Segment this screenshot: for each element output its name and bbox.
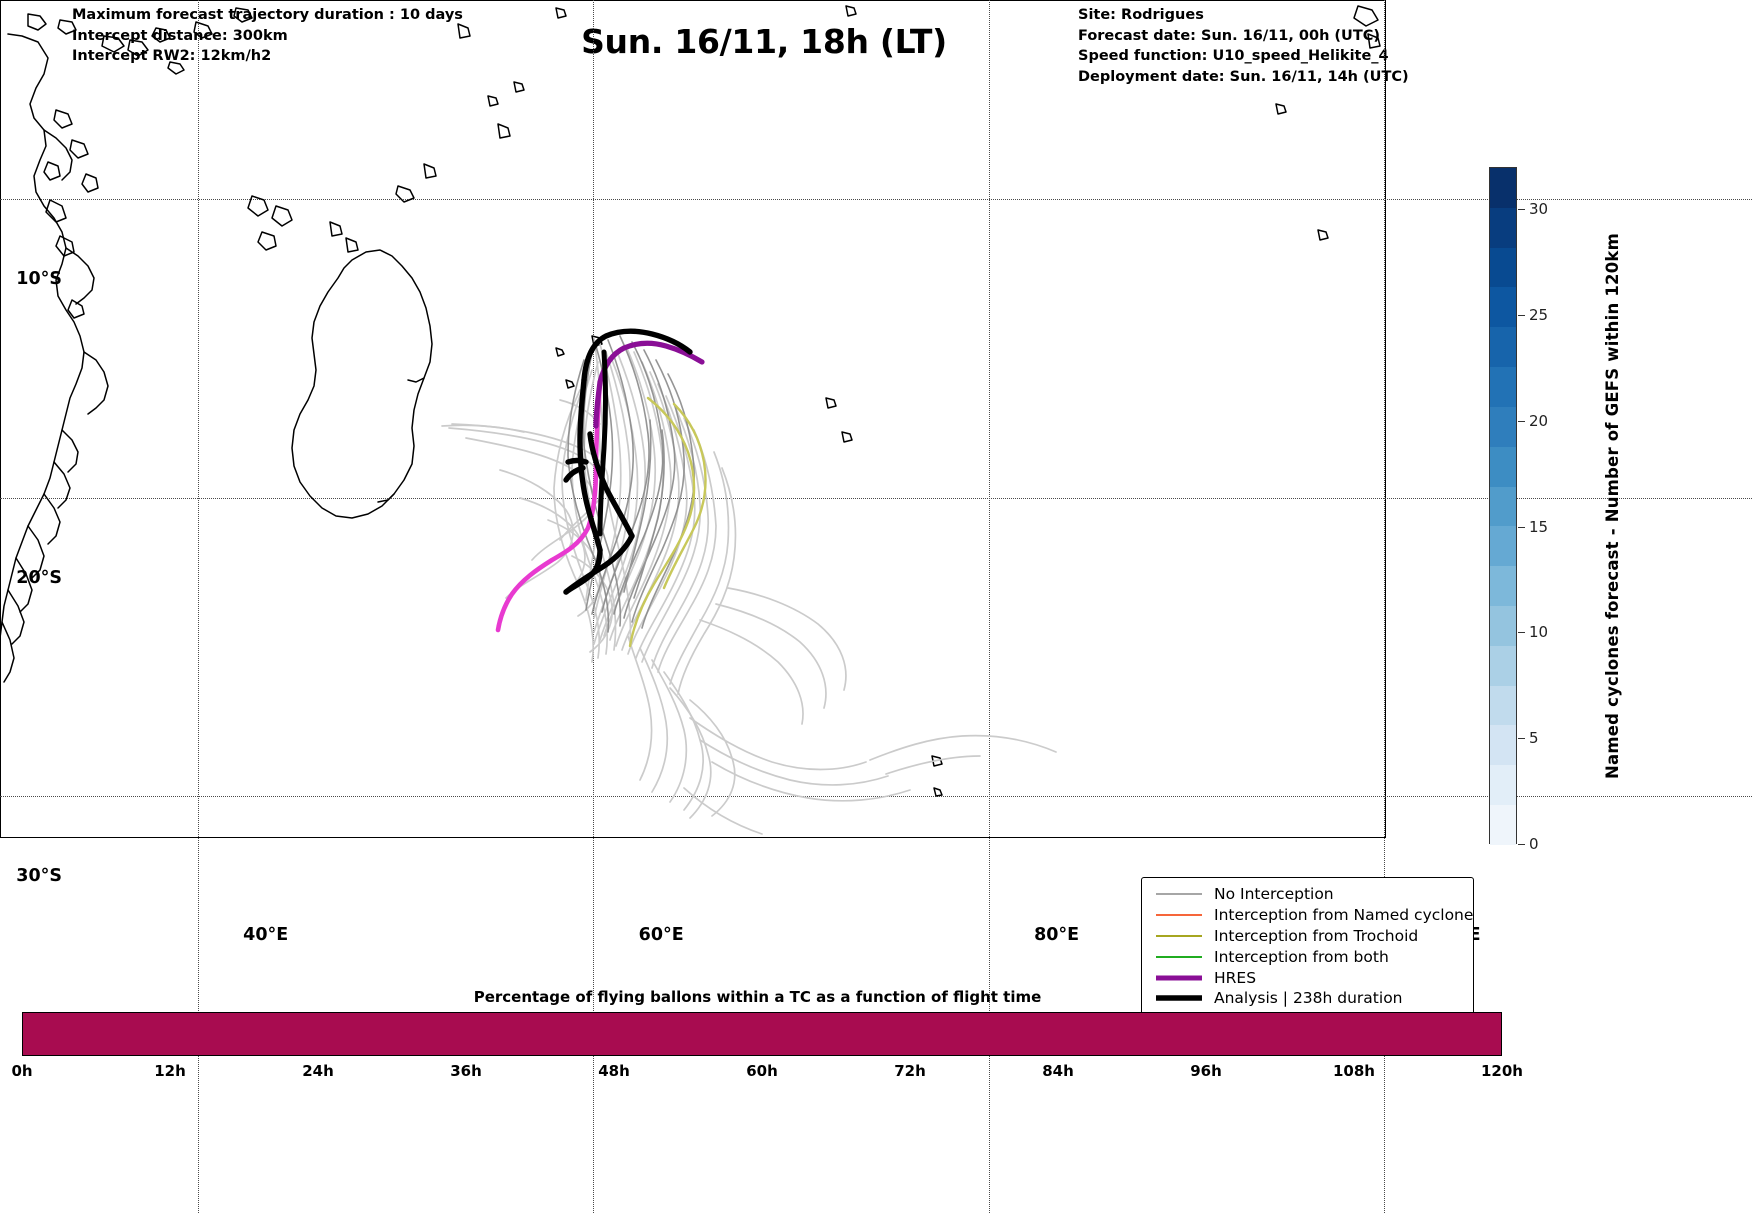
map-x-tick-label: 60°E (638, 925, 684, 945)
flight-time-tick-label: 96h (1190, 1062, 1222, 1080)
colorbar-tick (1518, 844, 1525, 845)
colorbar-segment (1490, 805, 1516, 845)
flight-time-bar[interactable] (22, 1012, 1502, 1056)
flight-time-tick-label: 60h (746, 1062, 778, 1080)
flight-time-tick-label: 108h (1333, 1062, 1375, 1080)
legend-line-swatch (1152, 910, 1206, 920)
colorbar-segment (1490, 446, 1516, 487)
legend-item-label: No Interception (1214, 885, 1334, 904)
flight-time-tick-label: 72h (894, 1062, 926, 1080)
flight-time-tick-label: 12h (154, 1062, 186, 1080)
flight-time-tick-label: 120h (1481, 1062, 1523, 1080)
page-title-text: Sun. 16/11, 18h (LT) (581, 22, 947, 61)
colorbar-tick-label: 10 (1529, 623, 1549, 642)
header-left-line-1: Maximum forecast trajectory duration : 1… (72, 7, 463, 23)
coastlines-layer (0, 5, 1381, 797)
gridline-horizontal (0, 497, 1752, 499)
page-title: Sun. 16/11, 18h (LT) (0, 22, 1752, 61)
header-left-line-2: Intercept distance: 300km (72, 27, 288, 44)
colorbar-segment (1490, 287, 1516, 328)
legend-item-label: Analysis | 238h duration (1214, 989, 1403, 1008)
colorbar-segment (1490, 765, 1516, 805)
colorbar-segment (1490, 168, 1516, 208)
trajectory-hres (593, 340, 705, 429)
legend-line-swatch (1152, 889, 1206, 899)
legend-line-swatch (1152, 973, 1206, 983)
colorbar[interactable] (1489, 167, 1517, 845)
colorbar-segment (1490, 327, 1516, 368)
header-right-line-2: Forecast date: Sun. 16/11, 00h (UTC) (1078, 27, 1380, 44)
colorbar-tick (1518, 315, 1525, 317)
colorbar-container[interactable]: 0 5 10 15 20 25 30 (1489, 167, 1548, 853)
legend-item-no-interception[interactable]: No Interception (1152, 884, 1463, 905)
gridline-vertical (988, 0, 990, 1213)
legend-item-both[interactable]: Interception from both (1152, 946, 1463, 967)
flight-time-tick-label: 48h (598, 1062, 630, 1080)
legend-item-trochoid[interactable]: Interception from Trochoid (1152, 926, 1463, 947)
trajectories-trochoid (628, 396, 707, 648)
colorbar-tick-label: 30 (1529, 200, 1549, 219)
colorbar-segment (1490, 605, 1516, 646)
trajectory-analysis (563, 328, 693, 595)
flight-time-tick-label: 24h (302, 1062, 334, 1080)
colorbar-segment (1490, 526, 1516, 567)
map-x-tick-label: 40°E (243, 925, 289, 945)
gridline-horizontal (0, 796, 1752, 798)
trajectories-no-interception (441, 337, 1057, 835)
colorbar-axis-label: Named cyclones forecast - Number of GEFS… (1600, 168, 1624, 844)
colorbar-tick-label: 25 (1529, 306, 1549, 325)
map-x-tick-label: 80°E (1034, 925, 1080, 945)
colorbar-label-text: Named cyclones forecast - Number of GEFS… (1602, 233, 1622, 779)
bottom-chart-title: Percentage of flying ballons within a TC… (473, 988, 1042, 1006)
colorbar-tick-label: 20 (1529, 411, 1549, 430)
colorbar-tick (1518, 209, 1525, 211)
gridline-vertical (197, 0, 199, 1213)
legend-line-swatch (1152, 931, 1206, 941)
gridline-horizontal (0, 199, 1752, 201)
colorbar-segment (1490, 645, 1516, 686)
colorbar-tick (1518, 526, 1525, 528)
colorbar-tick-label: 15 (1529, 517, 1549, 536)
header-right-info: Site: Rodrigues Forecast date: Sun. 16/1… (1078, 5, 1409, 87)
header-right-line-3: Speed function: U10_speed_Helikite_4 (1078, 48, 1389, 64)
colorbar-tick (1518, 632, 1525, 634)
gridline-vertical (1384, 0, 1385, 1213)
header-left-line-3: Intercept RW2: 12km/h2 (72, 48, 272, 64)
flight-time-tick-label: 36h (450, 1062, 482, 1080)
header-right-line-4: Deployment date: Sun. 16/11, 14h (UTC) (1078, 68, 1409, 85)
colorbar-segment (1490, 367, 1516, 407)
legend-item-label: HRES (1214, 968, 1257, 987)
colorbar-tick-label: 5 (1529, 729, 1539, 748)
legend-item-label: Interception from both (1214, 947, 1389, 966)
flight-time-tick-label: 0h (11, 1062, 33, 1080)
colorbar-segment (1490, 685, 1516, 726)
colorbar-segment (1490, 725, 1516, 766)
map-y-tick-label: 30°S (16, 866, 62, 887)
trajectory-hres-magenta (495, 379, 603, 633)
legend-item-named-cyclone[interactable]: Interception from Named cyclone (1152, 905, 1473, 926)
legend-item-analysis[interactable]: Analysis | 238h duration (1152, 988, 1463, 1009)
flight-time-tick-label: 84h (1042, 1062, 1074, 1080)
legend-item-hres[interactable]: HRES (1152, 967, 1463, 988)
colorbar-segment (1490, 406, 1516, 447)
colorbar-tick (1518, 420, 1525, 422)
colorbar-tick (1518, 738, 1525, 740)
trajectory-analysis-stem (597, 349, 608, 537)
header-right-line-1: Site: Rodrigues (1078, 7, 1204, 23)
map-geometry (0, 5, 1381, 835)
colorbar-tick-label: 0 (1529, 835, 1539, 853)
legend-line-swatch (1152, 952, 1206, 962)
legend-line-swatch (1152, 993, 1206, 1003)
colorbar-segment (1490, 566, 1516, 606)
colorbar-segment (1490, 247, 1516, 288)
colorbar-segment (1490, 207, 1516, 248)
colorbar-segment (1490, 486, 1516, 527)
header-left-info: Maximum forecast trajectory duration : 1… (72, 5, 463, 67)
legend-item-label: Interception from Named cyclone (1214, 906, 1474, 925)
flight-time-bar-fill (23, 1013, 1501, 1055)
legend-item-label: Interception from Trochoid (1214, 926, 1419, 945)
